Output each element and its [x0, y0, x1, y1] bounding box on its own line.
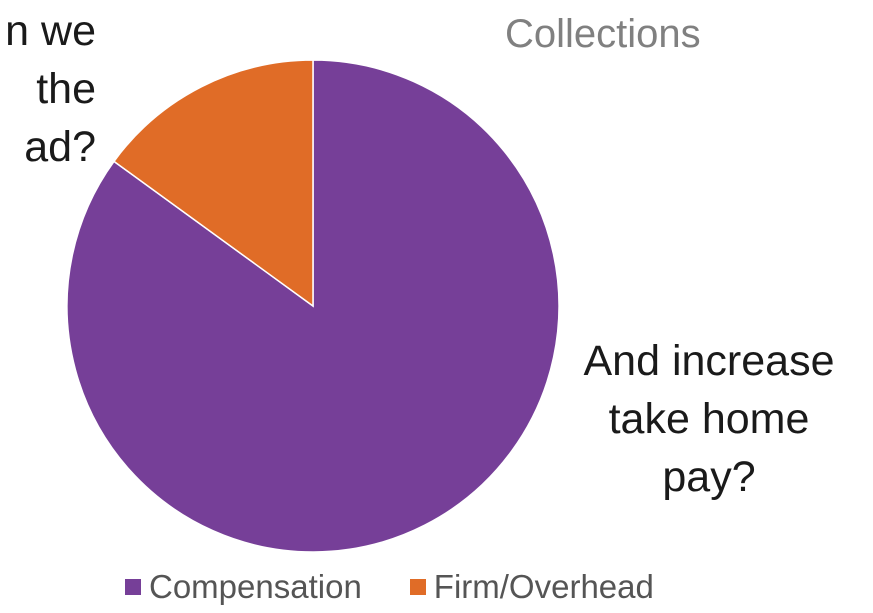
- chart-title: Collections: [505, 12, 701, 56]
- chart-legend: Compensation Firm/Overhead: [125, 568, 702, 606]
- legend-swatch-firm-overhead: [409, 579, 426, 595]
- pie-slices: [66, 59, 560, 553]
- right-annotation-line-2: take home: [608, 395, 810, 443]
- right-annotation: And increase take home pay?: [548, 332, 870, 506]
- left-annotation-line-3: ad?: [24, 123, 96, 171]
- legend-item-compensation: Compensation: [125, 568, 362, 606]
- left-annotation: n we the ad?: [0, 2, 96, 176]
- right-annotation-line-3: pay?: [662, 453, 756, 501]
- left-annotation-line-1: n we: [5, 7, 96, 55]
- pie-slice-firm-overhead: [112, 59, 314, 308]
- legend-label-compensation: Compensation: [149, 568, 362, 605]
- right-annotation-line-1: And increase: [583, 337, 835, 385]
- pie-slice-compensation: [66, 59, 560, 553]
- legend-swatch-compensation: [125, 579, 141, 595]
- left-annotation-line-2: the: [36, 65, 96, 113]
- legend-label-firm-overhead: Firm/Overhead: [433, 568, 654, 605]
- legend-item-firm-overhead: Firm/Overhead: [409, 568, 654, 606]
